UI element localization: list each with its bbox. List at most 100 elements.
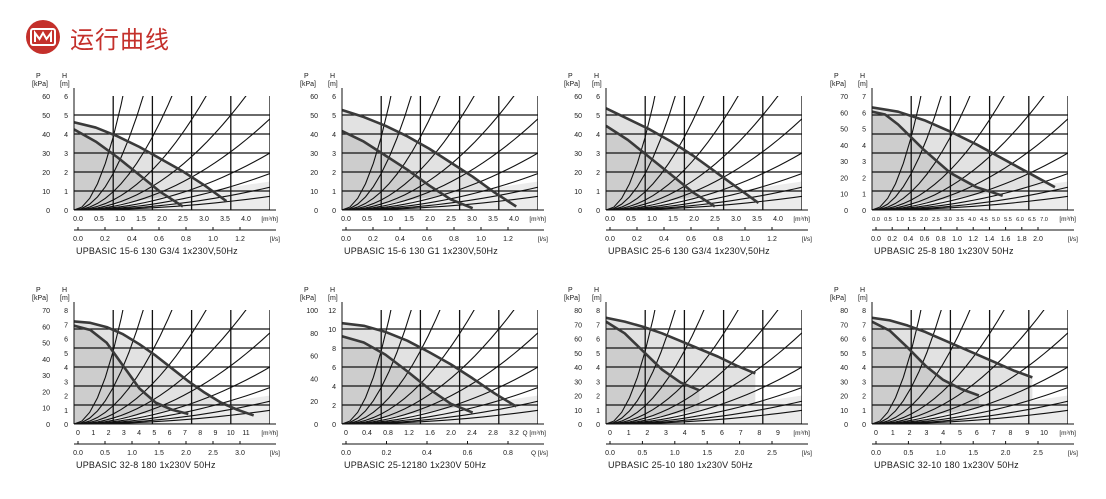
- x-tick-ls: 0.8: [181, 236, 191, 243]
- x-tick-ls: 0.8: [936, 236, 946, 243]
- x-tick-ls: 1.0: [127, 450, 137, 457]
- y-tick-kpa: 0: [578, 422, 582, 429]
- y-tick-kpa: 70: [574, 322, 582, 329]
- y-tick-kpa: 10: [42, 189, 50, 196]
- y-tick-m: 5: [862, 127, 866, 134]
- y-tick-m: 7: [862, 322, 866, 329]
- pump-curve-III: [74, 320, 255, 417]
- x-tick-ls: 0.4: [904, 236, 914, 243]
- y-tick-m: 1: [332, 189, 336, 196]
- x-tick-m3h: 3: [122, 430, 126, 437]
- x-tick-m3h: 2.0: [920, 217, 928, 223]
- y-tick-kpa: 30: [574, 379, 582, 386]
- x-tick-m3h: 2: [645, 430, 649, 437]
- y-tick-m: 2: [596, 394, 600, 401]
- y-tick-m: 3: [862, 379, 866, 386]
- x-axis-unit-m3h: [m³/h]: [1059, 216, 1076, 223]
- x-tick-m3h: 8: [198, 430, 202, 437]
- y-tick-m: 1: [862, 192, 866, 199]
- y-tick-m: 4: [596, 132, 600, 139]
- x-tick-m3h: 0.5: [94, 216, 104, 223]
- pump-curve-III: [342, 321, 517, 408]
- chart-title: UPBASIC 25-10 180 1x230V 50Hz: [608, 460, 753, 470]
- y-axis-unit-kpa: [kPa]: [300, 81, 316, 88]
- x-tick-m3h: 1.2: [404, 430, 414, 437]
- y-tick-kpa: 10: [574, 189, 582, 196]
- pump-curve-II: [872, 110, 1004, 197]
- x-tick-m3h: 3.5: [220, 216, 230, 223]
- system-curve: [74, 118, 270, 210]
- y-tick-kpa: 10: [42, 406, 50, 413]
- system-curve: [74, 96, 124, 210]
- x-axis-unit-m3h: [m³/h]: [261, 430, 278, 437]
- x-tick-m3h: 0.0: [341, 216, 351, 223]
- y-axis-label-p: P: [304, 287, 309, 294]
- system-curve: [342, 96, 392, 210]
- system-curve: [342, 310, 475, 424]
- y-tick-m: 2: [862, 175, 866, 182]
- y-tick-m: 0: [862, 422, 866, 429]
- system-curve: [872, 332, 1068, 424]
- x-tick-m3h: 0.5: [884, 217, 892, 223]
- y-tick-kpa: 20: [310, 170, 318, 177]
- y-tick-kpa: 20: [42, 170, 50, 177]
- y-tick-m: 4: [64, 132, 68, 139]
- x-tick-m3h: 4.0: [509, 216, 519, 223]
- x-tick-m3h: 1.5: [908, 217, 916, 223]
- y-tick-m: 5: [596, 351, 600, 358]
- x-tick-m3h: 1.6: [425, 430, 435, 437]
- system-curve: [606, 310, 739, 424]
- y-tick-m: 8: [332, 346, 336, 353]
- y-axis-label-p: P: [834, 287, 839, 294]
- x-tick-ls: 0.6: [686, 236, 696, 243]
- system-curve: [872, 173, 1068, 210]
- page-title: 运行曲线: [70, 25, 170, 54]
- x-tick-ls: 2.5: [767, 450, 777, 457]
- x-tick-m3h: 1.5: [404, 216, 414, 223]
- y-tick-kpa: 20: [574, 394, 582, 401]
- system-curve: [872, 96, 1005, 210]
- x-tick-m3h: 3.0: [731, 216, 741, 223]
- x-tick-m3h: 6.0: [1016, 217, 1024, 223]
- x-tick-ls: 0.5: [904, 450, 914, 457]
- pump-curve-II: [74, 128, 184, 208]
- pump-curve-II: [606, 124, 716, 208]
- system-curve: [606, 310, 676, 424]
- system-curve: [74, 96, 207, 210]
- chart-title: UPBASIC 32-8 180 1x230V 50Hz: [76, 460, 216, 470]
- x-tick-m3h: 0.5: [362, 216, 372, 223]
- y-tick-kpa: 0: [844, 422, 848, 429]
- system-curve: [342, 96, 441, 210]
- y-tick-kpa: 70: [840, 322, 848, 329]
- x-tick-m3h: 1.5: [136, 216, 146, 223]
- system-curve: [606, 152, 802, 210]
- y-tick-m: 6: [596, 94, 600, 101]
- x-tick-m3h: 6: [720, 430, 724, 437]
- x-tick-ls: 0.0: [871, 450, 881, 457]
- x-tick-m3h: 0.5: [626, 216, 636, 223]
- x-tick-m3h: 5: [701, 430, 705, 437]
- x-tick-m3h: 0.0: [605, 216, 615, 223]
- y-axis-unit-m: [m]: [858, 81, 868, 88]
- y-tick-kpa: 30: [840, 159, 848, 166]
- y-axis-label-h: H: [860, 287, 865, 294]
- x-axis-unit-m3h: Q [m³/h]: [523, 430, 547, 437]
- y-tick-kpa: 40: [310, 132, 318, 139]
- system-curve: [74, 152, 270, 210]
- x-tick-ls: 1.8: [1017, 236, 1027, 243]
- y-tick-m: 4: [332, 384, 336, 391]
- y-tick-m: 5: [64, 113, 68, 120]
- x-tick-ls: 1.0: [670, 450, 680, 457]
- x-tick-m3h: 7.0: [1040, 217, 1048, 223]
- system-curve: [606, 310, 656, 424]
- system-curve: [74, 310, 144, 424]
- chart-title: UPBASIC 25-8 180 1x230V 50Hz: [874, 246, 1014, 256]
- system-curve: [872, 310, 922, 424]
- y-axis-unit-kpa: [kPa]: [830, 295, 846, 302]
- y-tick-kpa: 30: [42, 373, 50, 380]
- system-curve: [74, 387, 270, 424]
- y-axis-label-h: H: [62, 73, 67, 80]
- system-curve: [342, 96, 515, 210]
